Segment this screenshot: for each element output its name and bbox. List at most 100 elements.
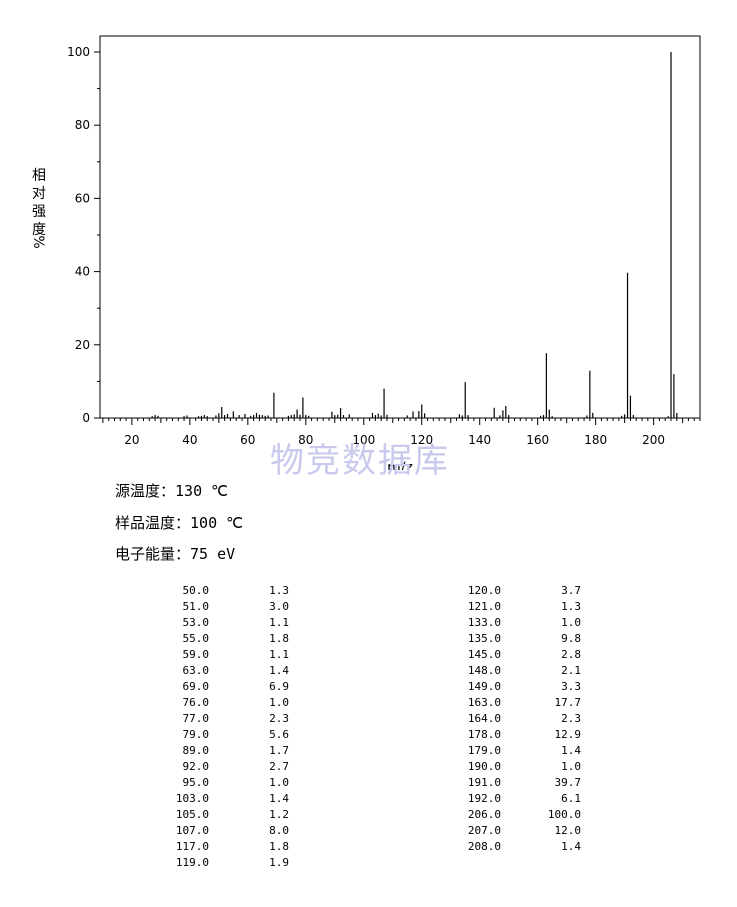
peak-mz: 133.0 [467,616,501,629]
peak-table-row: 117.0 1.8 [149,839,299,855]
peak-table-row: 208.0 1.4 [441,839,591,855]
x-tick-label: 60 [240,433,255,447]
peak-table-left: 50.0 1.3 51.0 3.0 53.0 1.1 55.0 1.8 59.0 1.1 63.0 1… [149,583,299,871]
peak-intensity: 1.4 [269,792,289,805]
peak-table-row: 107.0 8.0 [149,823,299,839]
peak-table-row: 89.0 1.7 [149,743,299,759]
peak-mz: 192.0 [467,792,501,805]
peak-mz: 107.0 [175,824,209,837]
x-axis-title: m/z [387,460,413,470]
plot-frame [99,35,701,419]
peak-mz: 103.0 [175,792,209,805]
peak-intensity: 1.0 [561,760,581,773]
peak-table-row: 179.0 1.4 [441,743,591,759]
peak-intensity: 39.7 [554,776,582,789]
peak-table-row: 69.0 6.9 [149,679,299,695]
peak-table-row: 190.0 1.0 [441,759,591,775]
peak-table-row: 51.0 3.0 [149,599,299,615]
peak-table-row: 164.0 2.3 [441,711,591,727]
x-tick-label: 140 [468,433,491,447]
peak-table-row: 192.0 6.1 [441,791,591,807]
peak-intensity: 1.7 [269,744,289,757]
peak-mz: 119.0 [175,856,209,869]
peak-intensity: 2.1 [561,664,581,677]
peak-intensity: 1.8 [269,840,289,853]
x-tick-label: 100 [352,433,375,447]
peak-table-row: 119.0 1.9 [149,855,299,871]
peak-mz: 55.0 [182,632,210,645]
peak-intensity: 3.3 [561,680,581,693]
peak-intensity: 6.9 [269,680,289,693]
peak-table-row: 149.0 3.3 [441,679,591,695]
y-tick-label: 20 [75,338,90,352]
peak-intensity: 8.0 [269,824,289,837]
peak-intensity: 1.4 [561,744,581,757]
peak-intensity: 1.4 [561,840,581,853]
y-tick-label: 80 [75,118,90,132]
peak-table-row: 148.0 2.1 [441,663,591,679]
peak-intensity: 3.0 [269,600,289,613]
peak-table-row: 121.0 1.3 [441,599,591,615]
x-axis: 20 40 60 80 100 120 140 160 180 200 [102,418,701,447]
x-tick-label: 200 [642,433,665,447]
x-tick-label: 20 [124,433,139,447]
electron-energy-label: 电子能量： [115,545,191,563]
peak-intensity: 2.3 [561,712,581,725]
peak-intensity: 12.0 [554,824,582,837]
electron-energy: 电子能量：75 eV [115,543,235,564]
spectrum-peaks [151,52,678,418]
peak-intensity: 6.1 [561,792,581,805]
y-axis-title-char: % [30,235,46,248]
peak-mz: 53.0 [182,616,210,629]
y-tick-label: 0 [82,411,90,425]
peak-mz: 190.0 [467,760,501,773]
peak-table-row: 120.0 3.7 [441,583,591,599]
watermark: 物竞数据库 [270,441,450,481]
x-tick-label: 80 [298,433,313,447]
peak-intensity: 2.7 [269,760,289,773]
peak-intensity: 1.3 [269,584,289,597]
y-axis-title-char: 对 [32,186,46,202]
source-temperature-value: 130 ℃ [175,482,228,500]
peak-table-row: 77.0 2.3 [149,711,299,727]
peak-intensity: 9.8 [561,632,581,645]
peak-mz: 59.0 [182,648,210,661]
x-tick-label: 40 [182,433,197,447]
peak-table-row: 135.0 9.8 [441,631,591,647]
peak-intensity: 1.1 [269,648,289,661]
peak-mz: 135.0 [467,632,501,645]
y-tick-label: 60 [75,191,90,205]
peak-table-row: 207.0 12.0 [441,823,591,839]
peak-intensity: 17.7 [554,696,582,709]
peak-table-row: 53.0 1.1 [149,615,299,631]
peak-intensity: 5.6 [269,728,289,741]
peak-mz: 191.0 [467,776,501,789]
x-tick-label: 160 [526,433,549,447]
peak-mz: 149.0 [467,680,501,693]
peak-intensity: 1.2 [269,808,289,821]
sample-temperature-value: 100 ℃ [190,514,243,532]
peak-mz: 117.0 [175,840,209,853]
peak-mz: 77.0 [182,712,210,725]
peak-mz: 208.0 [467,840,501,853]
peak-intensity: 2.3 [269,712,289,725]
peak-intensity: 100.0 [547,808,581,821]
peak-mz: 120.0 [467,584,501,597]
peak-mz: 148.0 [467,664,501,677]
peak-intensity: 1.9 [269,856,289,869]
peak-mz: 89.0 [182,744,210,757]
peak-intensity: 1.3 [561,600,581,613]
peak-intensity: 1.0 [269,776,289,789]
peak-table-row: 59.0 1.1 [149,647,299,663]
peak-mz: 50.0 [182,584,210,597]
peak-intensity: 1.0 [269,696,289,709]
y-axis-title-char: 度 [32,222,46,238]
y-axis: 0 20 40 60 80 100 [67,45,100,425]
peak-table-row: 178.0 12.9 [441,727,591,743]
peak-table-row: 63.0 1.4 [149,663,299,679]
peak-table-row: 79.0 5.6 [149,727,299,743]
peak-mz: 163.0 [467,696,501,709]
peak-mz: 95.0 [182,776,210,789]
peak-table-row: 163.0 17.7 [441,695,591,711]
peak-table-row: 95.0 1.0 [149,775,299,791]
